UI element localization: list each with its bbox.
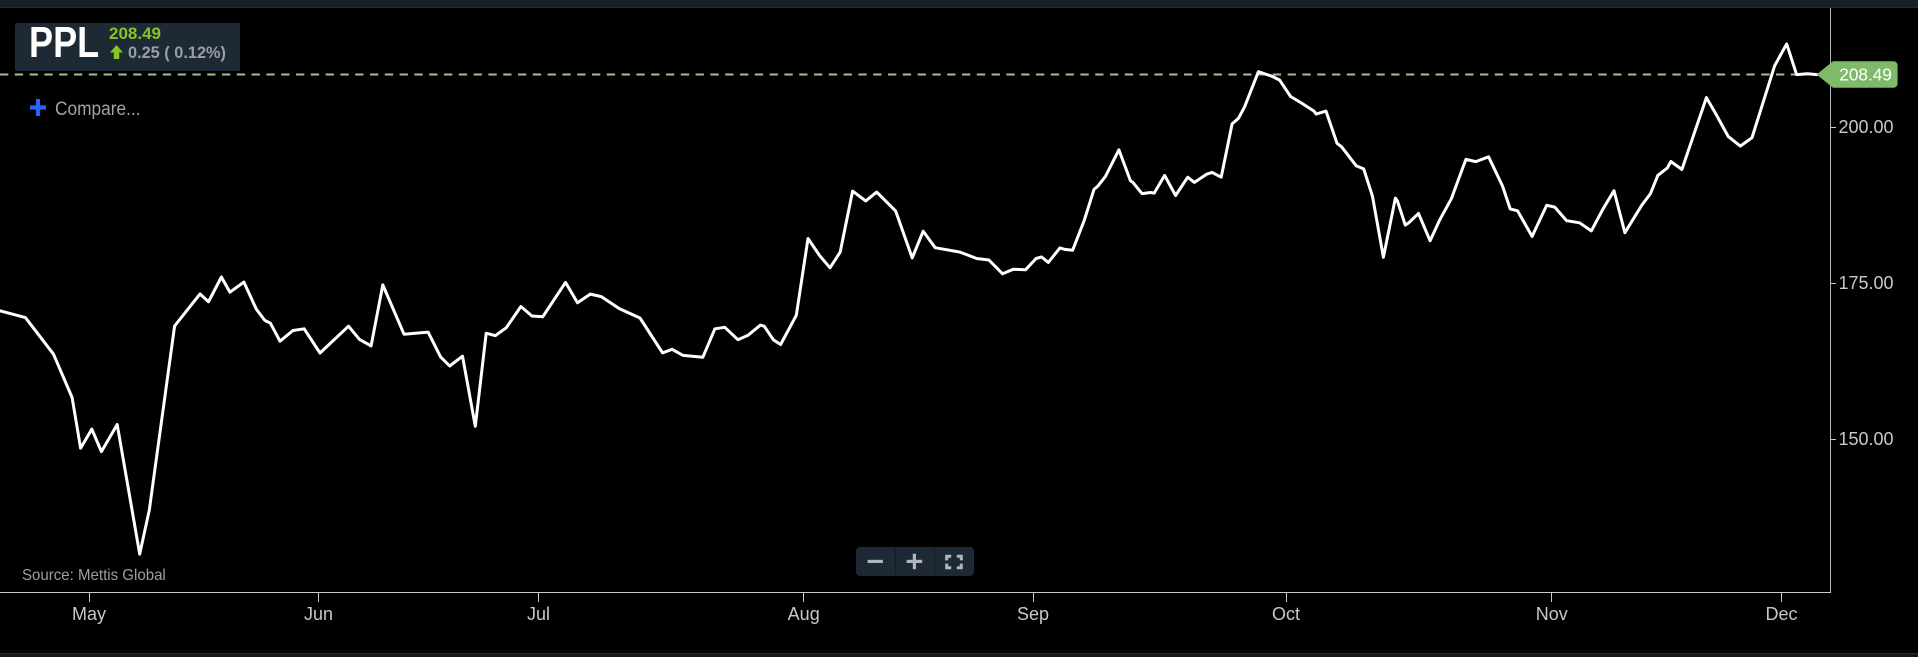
svg-text:208.49: 208.49 [1839,64,1892,84]
